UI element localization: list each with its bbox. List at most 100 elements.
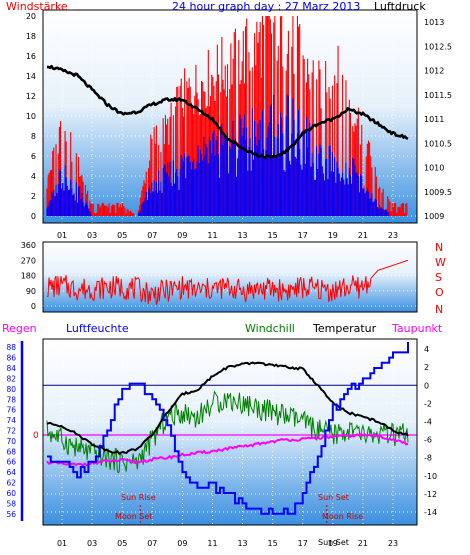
wind-x-tick-label: 21 <box>358 231 368 240</box>
direction-letter-s: S <box>435 271 442 284</box>
pressure-axis-title: Luftdruck <box>374 0 426 13</box>
rain-zero-label: 0 <box>33 431 39 441</box>
wind-tick-label: 6 <box>31 152 36 161</box>
moon-set-label: Moon Set <box>115 512 152 521</box>
pressure-tick-label: 1009.5 <box>424 188 452 197</box>
legend-windchill: Windchill <box>245 322 295 335</box>
temp-right-tick-label: -10 <box>424 472 437 481</box>
wind-tick-label: 0 <box>31 212 36 221</box>
temp-x-tick-label: 15 <box>268 539 278 548</box>
temp-x-tick-label: 23 <box>388 539 398 548</box>
humidity-tick-label: 72 <box>6 427 16 436</box>
panel-frames <box>42 9 418 526</box>
wind-tick-label: 16 <box>26 52 36 61</box>
wind-tick-label: 20 <box>26 12 36 21</box>
windchill-line <box>46 390 409 474</box>
temp-right-tick-label: -12 <box>424 490 437 499</box>
page-title: 24 hour graph day : 27 Marz 2013 <box>172 0 360 13</box>
direction-tick-label: 180 <box>21 272 36 281</box>
pressure-tick-label: 1012.5 <box>424 42 452 51</box>
temp-right-tick-label: -8 <box>424 454 432 463</box>
temperature-line <box>46 361 409 456</box>
temp-x-tick-label: 09 <box>177 539 187 548</box>
legend-taupunkt: Taupunkt <box>391 322 443 335</box>
temp-right-tick-label: -6 <box>424 436 432 445</box>
sun-rise-label: Sun Rise <box>121 493 156 502</box>
pressure-tick-label: 1010 <box>424 164 444 173</box>
humidity-tick-label: 78 <box>6 395 16 404</box>
temp-right-tick-label: 4 <box>424 345 429 354</box>
direction-tick-label: 360 <box>21 241 36 250</box>
temp-x-tick-label: 11 <box>207 539 217 548</box>
pressure-tick-label: 1011.5 <box>424 91 452 100</box>
temp-x-tick-label: 21 <box>358 539 368 548</box>
humidity-tick-label: 56 <box>6 510 16 519</box>
humidity-tick-label: 70 <box>6 437 16 446</box>
temp-right-tick-label: 2 <box>424 363 429 372</box>
wind-x-tick-label: 19 <box>328 231 338 240</box>
wind-x-tick-label: 01 <box>57 231 67 240</box>
grid <box>43 10 417 525</box>
humidity-tick-label: 62 <box>6 479 16 488</box>
wind-tick-label: 2 <box>31 192 36 201</box>
humidity-tick-label: 80 <box>6 385 16 394</box>
pressure-tick-label: 1010.5 <box>424 139 452 148</box>
pressure-tick-label: 1012 <box>424 67 444 76</box>
direction-letter-w: W <box>435 256 446 269</box>
humidity-tick-label: 68 <box>6 447 16 456</box>
wind-x-tick-label: 07 <box>147 231 157 240</box>
wind-x-tick-label: 11 <box>207 231 217 240</box>
direction-tick-label: 90 <box>26 287 36 296</box>
temp-x-tick-label: 05 <box>117 539 127 548</box>
chart-marks: 0246810121416182010091009.510101010.5101… <box>6 12 452 548</box>
temp-x-tick-label: 07 <box>147 539 157 548</box>
wind-tick-label: 18 <box>26 32 36 41</box>
direction-letter-o: O <box>435 286 444 299</box>
legend-regen: Regen <box>2 322 37 335</box>
pressure-tick-label: 1009 <box>424 212 444 221</box>
wind-tick-label: 8 <box>31 132 36 141</box>
humidity-tick-label: 58 <box>6 499 16 508</box>
temp-x-tick-label: 17 <box>298 539 308 548</box>
humidity-tick-label: 88 <box>6 343 16 352</box>
direction-panel-frame <box>42 241 418 313</box>
temp-panel-frame <box>42 338 418 526</box>
wind-tick-label: 10 <box>26 112 36 121</box>
wind-x-tick-label: 05 <box>117 231 127 240</box>
temp-x-tick-label: 01 <box>57 539 67 548</box>
wind-x-tick-label: 17 <box>298 231 308 240</box>
temp-x-tick-label: 19 <box>328 539 338 548</box>
wind-x-tick-label: 15 <box>268 231 278 240</box>
humidity-line <box>47 342 409 515</box>
wind-axis-title: Windstärke <box>6 0 68 13</box>
direction-line <box>46 259 409 305</box>
direction-tick-label: 0 <box>31 302 36 311</box>
temp-right-tick-label: -2 <box>424 399 432 408</box>
dewpoint-line <box>46 432 409 467</box>
direction-tick-label: 270 <box>21 256 36 265</box>
humidity-tick-label: 74 <box>6 416 16 425</box>
pressure-line <box>46 64 409 160</box>
wind-tick-label: 4 <box>31 172 36 181</box>
wind-x-tick-label: 03 <box>87 231 97 240</box>
legend-luftfeuchte: Luftfeuchte <box>66 322 129 335</box>
humidity-tick-label: 76 <box>6 406 16 415</box>
humidity-tick-label: 60 <box>6 489 16 498</box>
direction-letter-n-top: N <box>435 241 443 254</box>
temp-x-tick-label: 13 <box>237 539 247 548</box>
wind-x-tick-label: 09 <box>177 231 187 240</box>
wind-tick-label: 14 <box>26 72 36 81</box>
sun-set-axis-label: Sun Set <box>318 538 349 547</box>
humidity-tick-label: 82 <box>6 374 16 383</box>
humidity-tick-label: 86 <box>6 354 16 363</box>
direction-letter-n-bottom: N <box>435 303 443 316</box>
humidity-tick-label: 64 <box>6 468 16 477</box>
pressure-tick-label: 1011 <box>424 115 444 124</box>
sun-set-label: Sun Set <box>318 493 349 502</box>
panel-direction-bg <box>43 242 417 312</box>
temp-right-tick-label: -14 <box>424 508 437 517</box>
wind-x-tick-label: 13 <box>237 231 247 240</box>
temp-right-tick-label: 0 <box>424 381 429 390</box>
humidity-tick-label: 66 <box>6 458 16 467</box>
